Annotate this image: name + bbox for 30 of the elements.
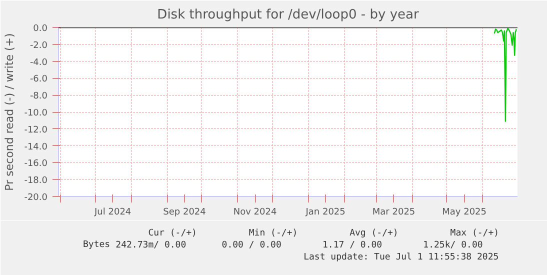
y-tick-label: -2.0 (30, 40, 48, 51)
x-tick-label: May 2025 (442, 208, 487, 218)
text: 0.00 / 0.00 (222, 240, 282, 250)
y-tick-label: -12.0 (24, 125, 48, 136)
y-tick-label: -14.0 (24, 142, 48, 152)
text: 1.17 / 0.00 (322, 240, 382, 250)
y-tick-label: -4.0 (30, 58, 48, 68)
line-series (494, 28, 517, 122)
y-tick-label: -20.0 (24, 193, 48, 203)
x-tick-label: Nov 2024 (233, 208, 277, 218)
y-tick-label: 0.0 (33, 24, 48, 34)
text: Avg (-/+) (350, 228, 398, 238)
x-tick-label: Sep 2024 (163, 208, 206, 218)
y-tick-label: -16.0 (24, 159, 48, 170)
text: Last update: Tue Jul 1 11:55:38 2025 (304, 252, 499, 262)
x-tick-label: Jan 2025 (304, 208, 346, 218)
y-tick-label: -6.0 (30, 74, 48, 85)
text: Cur (-/+) (148, 228, 197, 238)
y-tick-label: -8.0 (30, 92, 48, 102)
text: 1.25k/ 0.00 (423, 240, 483, 250)
y-tick-label: -10.0 (24, 108, 48, 118)
y-tick-label: -18.0 (24, 176, 48, 186)
chart-title: Disk throughput for /dev/loop0 - by year (157, 8, 420, 22)
y-axis-title: Pr second read (-) / write (+) (3, 33, 16, 191)
text: Min (-/+) (248, 228, 298, 238)
text: Max (-/+) (450, 228, 500, 238)
text: 242.73m/ 0.00 (116, 240, 186, 250)
text: Bytes (83, 240, 110, 250)
x-tick-label: Mar 2025 (372, 208, 416, 218)
x-tick-label: Jul 2024 (94, 208, 132, 218)
